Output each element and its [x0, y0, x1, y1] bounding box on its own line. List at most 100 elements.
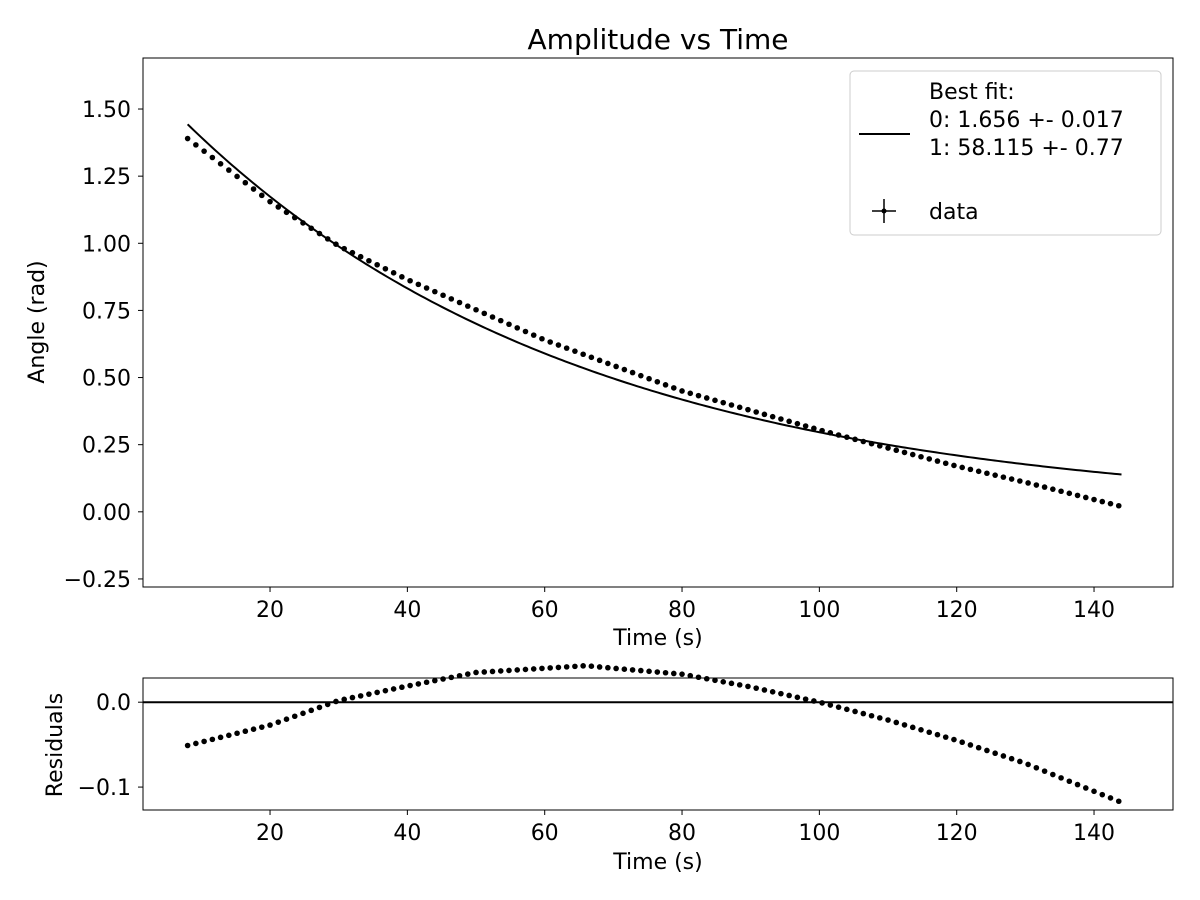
data-point — [951, 462, 957, 469]
data-point — [934, 458, 941, 464]
main-ticks: 20 40 60 80 100 120 140 −0.25 0.00 0.25 0.50 0.75 1.… — [64, 98, 1115, 623]
residual-point — [1107, 795, 1114, 801]
main-y-tick-label: 1.50 — [82, 98, 131, 123]
residual-point — [613, 665, 619, 672]
residual-point — [1017, 758, 1023, 765]
data-point — [926, 456, 933, 462]
legend-data-marker-icon — [872, 199, 896, 223]
residual-point — [811, 698, 817, 704]
data-point — [440, 292, 446, 299]
residual-point — [885, 717, 891, 723]
data-point — [489, 314, 496, 320]
data-point — [695, 392, 702, 399]
residual-point — [514, 667, 521, 673]
residuals-x-tick-label: 80 — [668, 821, 696, 846]
residual-point — [588, 663, 595, 669]
data-point — [407, 277, 413, 284]
residual-point — [489, 668, 496, 675]
main-y-tick-label: 0.25 — [82, 434, 131, 459]
residual-point — [324, 701, 331, 708]
data-point — [1115, 502, 1122, 509]
data-point — [514, 325, 521, 331]
data-point — [794, 420, 801, 427]
residual-point — [951, 736, 957, 743]
data-point — [942, 460, 949, 467]
residual-point — [695, 674, 702, 681]
residuals-x-tick-label: 20 — [256, 821, 284, 846]
residual-point — [366, 691, 372, 697]
residual-point — [580, 663, 586, 669]
residual-point — [201, 738, 207, 745]
residuals-x-tick-label: 140 — [1073, 821, 1115, 846]
residual-point — [209, 736, 216, 743]
legend-data-label: data — [929, 200, 979, 225]
residual-point — [736, 682, 743, 688]
residual-point — [1115, 798, 1122, 805]
residual-point — [374, 689, 380, 696]
residual-point — [242, 728, 249, 735]
residual-point — [761, 687, 768, 693]
data-point — [308, 225, 315, 232]
data-point — [1091, 496, 1097, 503]
data-point — [703, 395, 710, 401]
residual-point — [868, 712, 875, 719]
residual-point — [1000, 753, 1007, 759]
main-plot: Amplitude vs Time 20 40 60 80 100 120 140 −0.25… — [25, 23, 1174, 651]
residual-point — [1008, 755, 1015, 762]
residual-point — [1025, 761, 1031, 768]
data-point — [333, 241, 339, 247]
residuals-x-tick-label: 40 — [393, 821, 421, 846]
residual-point — [967, 742, 974, 748]
residual-point — [876, 715, 883, 721]
residual-point — [819, 700, 825, 706]
residual-point — [984, 747, 990, 754]
residual-point — [712, 677, 718, 684]
data-point — [1025, 480, 1031, 486]
residual-point — [1082, 785, 1089, 791]
data-point — [390, 270, 397, 276]
residual-point — [901, 722, 908, 728]
residual-point — [357, 693, 364, 699]
residuals-x-axis-label: Time (s) — [612, 850, 702, 875]
data-point — [802, 423, 809, 429]
data-point — [1050, 486, 1056, 492]
data-point — [217, 161, 224, 167]
residual-point — [975, 744, 982, 751]
data-point — [547, 339, 553, 345]
data-point — [844, 434, 850, 440]
data-point — [736, 404, 743, 411]
residual-point — [687, 672, 694, 679]
data-point — [267, 198, 273, 205]
data-point — [250, 186, 257, 192]
residual-point — [745, 683, 751, 690]
residual-point — [440, 676, 446, 682]
data-point — [1041, 484, 1048, 490]
data-point — [275, 204, 282, 210]
legend-fit-label-line-2: 0: 1.656 +- 0.017 — [929, 108, 1124, 133]
residual-point — [333, 698, 339, 705]
residuals-ticks: 20 40 60 80 100 120 140 −0.1 0.0 — [78, 691, 1115, 846]
data-point — [184, 135, 191, 142]
data-point — [341, 245, 347, 252]
data-point — [399, 274, 405, 280]
residual-point — [909, 724, 916, 731]
main-x-tick-label: 60 — [531, 598, 559, 623]
data-point — [291, 214, 298, 221]
residual-point — [794, 694, 801, 701]
residual-point — [522, 666, 529, 673]
residuals-plot-frame — [142, 677, 1174, 811]
data-point — [728, 402, 735, 408]
data-point — [745, 406, 751, 413]
residual-point — [646, 668, 652, 675]
residual-point — [670, 670, 677, 677]
main-plot-frame — [142, 57, 1174, 588]
data-point — [679, 388, 685, 394]
data-point — [555, 342, 562, 348]
residual-point — [1050, 771, 1056, 778]
residual-point — [432, 677, 438, 684]
data-point — [769, 413, 776, 420]
data-point — [778, 416, 784, 422]
data-point — [885, 445, 891, 451]
data-point — [497, 317, 504, 324]
data-point — [967, 466, 974, 473]
